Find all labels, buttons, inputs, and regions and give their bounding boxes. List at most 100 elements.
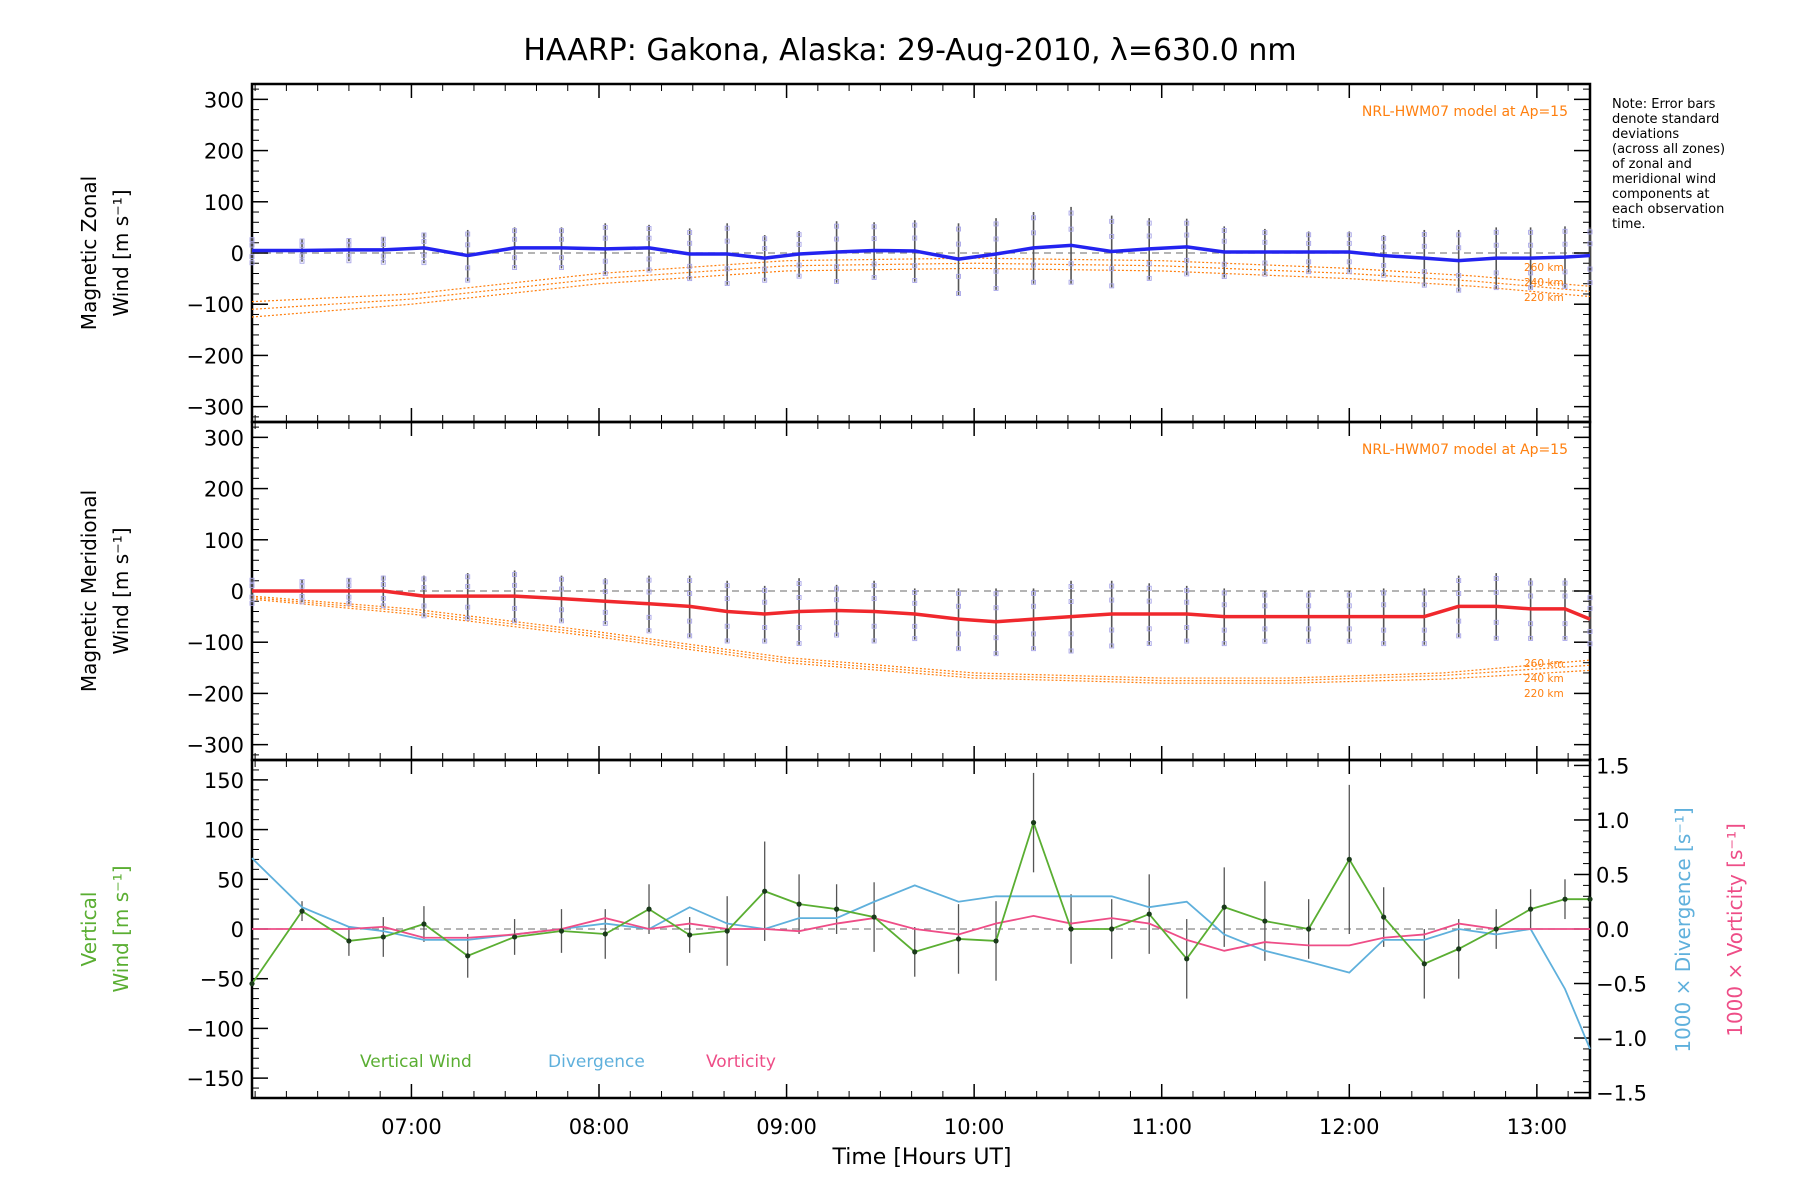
zone-marker [1493, 242, 1499, 248]
y2-tick-label: 0.5 [1596, 863, 1629, 887]
zone-marker [1184, 232, 1190, 238]
zone-marker [559, 228, 564, 234]
vertical-wind-point [1456, 946, 1462, 952]
zone-marker [1493, 270, 1499, 276]
zone-marker [559, 618, 564, 624]
zone-marker [1306, 592, 1312, 598]
zone-marker [1262, 592, 1268, 598]
note-line: time. [1612, 217, 1646, 232]
zone-marker [1068, 261, 1074, 267]
vertical-wind-point [1109, 926, 1115, 932]
zone-marker [1456, 232, 1462, 238]
zone-marker [912, 623, 918, 629]
zone-marker [1421, 243, 1427, 249]
zone-marker [1146, 626, 1152, 632]
zone-marker [1493, 285, 1499, 291]
model-altitude-label: 220 km [1524, 688, 1564, 700]
zone-marker [602, 620, 608, 626]
zone-marker [762, 638, 768, 644]
zone-marker [762, 625, 768, 631]
note-line: deviations [1612, 127, 1679, 142]
model-curve [251, 267, 1591, 318]
zone-marker [646, 256, 652, 262]
zone-marker [834, 264, 840, 270]
zone-marker [346, 252, 352, 258]
zone-marker [1109, 583, 1115, 589]
zone-marker [1184, 220, 1190, 226]
zone-marker [834, 279, 840, 284]
zone-marker [796, 232, 802, 238]
y-tick-label: 200 [204, 478, 244, 502]
x-tick-label: 07:00 [381, 1115, 442, 1139]
zone-marker [762, 599, 768, 605]
zone-marker [834, 223, 840, 229]
x-tick-label: 12:00 [1319, 1115, 1380, 1139]
zone-marker [1528, 580, 1534, 586]
zone-marker [465, 574, 471, 580]
zone-marker [602, 271, 608, 276]
zone-marker [1146, 585, 1152, 591]
zone-marker [1381, 272, 1387, 278]
y-axis-title: Magnetic Zonal [77, 176, 101, 330]
zone-marker [421, 576, 427, 582]
zone-marker [1421, 627, 1427, 633]
zone-marker [1493, 619, 1499, 625]
zone-marker [1346, 638, 1352, 644]
vertical-wind-point [1493, 926, 1499, 932]
zone-marker [1306, 240, 1312, 246]
divergence-line [251, 857, 1591, 1050]
y-axis-title: Wind [m s⁻¹] [109, 189, 133, 316]
zone-marker [1306, 232, 1312, 238]
zone-marker [1068, 631, 1074, 637]
vertical-wind-point [465, 953, 471, 959]
zone-marker [796, 625, 802, 630]
zone-marker [646, 614, 652, 620]
vertical-wind-point [1068, 926, 1074, 932]
zone-marker [1146, 275, 1152, 281]
zone-marker [871, 596, 877, 602]
zone-marker [1493, 229, 1499, 235]
zone-marker [1587, 229, 1593, 235]
zone-marker [559, 236, 564, 242]
zone-marker [602, 224, 608, 230]
zone-marker [1562, 228, 1568, 234]
y-tick-label: 50 [217, 868, 244, 892]
zone-marker [380, 595, 386, 601]
zone-marker [762, 277, 768, 283]
zone-marker [421, 603, 427, 609]
zone-marker [724, 238, 730, 244]
zone-marker [1456, 591, 1462, 596]
y2-tick-label: −1.0 [1596, 1027, 1647, 1051]
zone-marker [724, 225, 730, 231]
zone-marker [1528, 635, 1534, 641]
zone-marker [1221, 261, 1227, 267]
y-tick-label: −200 [186, 344, 244, 368]
zone-marker [299, 238, 305, 244]
zone-marker [1421, 590, 1427, 596]
vertical-wind-point [1587, 896, 1593, 902]
zone-marker [380, 236, 386, 242]
zone-marker [1146, 233, 1152, 239]
note-line: of zonal and [1612, 157, 1692, 172]
zone-marker [871, 224, 877, 230]
zone-marker [249, 237, 255, 243]
zone-marker [1456, 245, 1462, 251]
zone-marker [1346, 592, 1352, 598]
zone-marker [956, 273, 961, 279]
zone-marker [1528, 621, 1534, 627]
zone-marker [1493, 575, 1499, 581]
zone-marker [1381, 627, 1387, 633]
zone-marker [1456, 633, 1462, 639]
zone-marker [993, 591, 999, 597]
zone-marker [299, 599, 305, 605]
zone-marker [1562, 284, 1568, 290]
zone-marker [602, 235, 608, 241]
zone-marker [1221, 228, 1227, 233]
vertical-wind-point [346, 938, 352, 944]
y-tick-label: 100 [204, 819, 244, 843]
zone-marker [762, 587, 768, 593]
y-tick-label: −100 [186, 1017, 244, 1041]
model-altitude-label: 240 km [1524, 673, 1564, 685]
zone-marker [762, 266, 768, 272]
zone-marker [724, 583, 730, 589]
